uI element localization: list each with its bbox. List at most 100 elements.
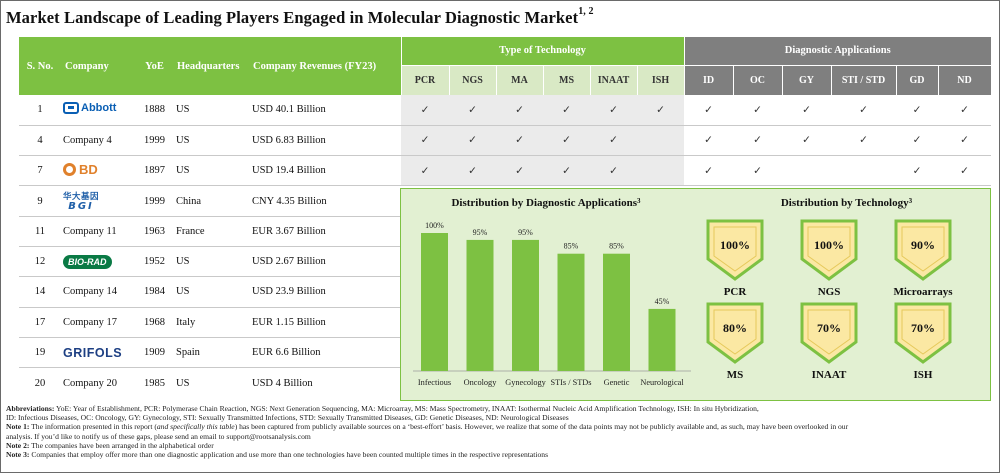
bar-value-label: 85% bbox=[609, 242, 624, 251]
technology-label: ISH bbox=[913, 369, 933, 381]
bgi-logo: 华大基因 BGI bbox=[63, 191, 100, 212]
shield-icon bbox=[706, 219, 764, 281]
page-title: Market Landscape of Leading Players Enga… bbox=[6, 6, 594, 27]
company-landscape-table: S. No. Company YoE Headquarters Company … bbox=[19, 37, 992, 398]
header-headquarters: Headquarters bbox=[173, 37, 249, 95]
headquarters: US bbox=[176, 377, 190, 389]
company-revenue: USD 4 Billion bbox=[252, 377, 313, 389]
technology-badge-ms: 80% bbox=[706, 302, 764, 370]
technology-badge-ngs: 100% bbox=[800, 219, 858, 287]
table-row: 1 Abbott 1888 US USD 40.1 Billion ✓ ✓ ✓ ✓ ✓ ✓ ✓ ✓ ✓ ✓ ✓… bbox=[19, 95, 991, 126]
technology-share-value: 80% bbox=[723, 321, 747, 335]
tech-check-ish bbox=[637, 155, 684, 187]
check-icon: ✓ bbox=[590, 125, 637, 157]
note-2: Note 2: The companies have been arranged… bbox=[6, 440, 214, 450]
check-icon: ✓ bbox=[938, 125, 991, 157]
serial-number: 20 bbox=[34, 377, 46, 389]
check-icon: ✓ bbox=[684, 155, 733, 187]
check-icon: ✓ bbox=[831, 125, 896, 157]
bar-gynecology bbox=[512, 239, 539, 371]
check-icon: ✓ bbox=[896, 125, 938, 157]
serial-number: 7 bbox=[19, 155, 61, 187]
check-icon: ✓ bbox=[782, 125, 831, 157]
company-cell: BD bbox=[61, 155, 136, 187]
header-yoe: YoE bbox=[136, 37, 173, 95]
check-icon: ✓ bbox=[684, 125, 733, 157]
bar-genetic bbox=[603, 253, 630, 371]
table-row: 19 GRIFOLS 1909 Spain EUR 6.6 Billion bbox=[19, 337, 991, 369]
header-app-sti-std: STI / STD bbox=[831, 65, 897, 95]
technology-share-value: 100% bbox=[720, 238, 750, 252]
check-icon: ✓ bbox=[684, 95, 733, 126]
tech-check-ish bbox=[637, 125, 684, 157]
company-cell: Company 4 bbox=[61, 125, 136, 157]
table-row: 20 Company 20 1985 US USD 4 Billion bbox=[19, 368, 991, 398]
company-revenue: USD 6.83 Billion bbox=[249, 125, 401, 157]
table-body: 1 Abbott 1888 US USD 40.1 Billion ✓ ✓ ✓ ✓ ✓ ✓ ✓ ✓ ✓ ✓ ✓… bbox=[19, 95, 991, 398]
headquarters: China bbox=[173, 185, 249, 217]
bar-infectious bbox=[421, 233, 448, 371]
company-cell: Company 11 bbox=[61, 216, 136, 247]
check-icon: ✓ bbox=[401, 95, 449, 126]
header-revenue: Company Revenues (FY23) bbox=[249, 37, 401, 95]
bar-value-label: 45% bbox=[655, 297, 670, 306]
x-tick-label: Infectious bbox=[418, 378, 451, 387]
bd-logo: BD bbox=[63, 162, 98, 177]
technology-badge-ish: 70% bbox=[894, 302, 952, 370]
technology-badge-pcr: 100% bbox=[706, 219, 764, 287]
abbreviations-line-2: ID: Infectious Diseases, OC: Oncology, G… bbox=[6, 413, 569, 423]
abbott-logo: Abbott bbox=[63, 102, 116, 115]
check-icon: ✓ bbox=[733, 155, 782, 187]
company-revenue: USD 19.4 Billion bbox=[249, 155, 401, 187]
company-cell: Company 14 bbox=[61, 276, 136, 308]
check-icon: ✓ bbox=[590, 155, 637, 187]
check-icon: ✓ bbox=[496, 155, 543, 187]
serial-number: 14 bbox=[19, 276, 61, 308]
company-revenue: EUR 6.6 Billion bbox=[249, 337, 401, 369]
bar-value-label: 95% bbox=[473, 228, 488, 237]
year-of-establishment: 1999 bbox=[136, 125, 173, 157]
shield-icon bbox=[894, 219, 952, 281]
check-icon: ✓ bbox=[938, 155, 991, 187]
note-1-continued: analysis. If you’d like to notify us of … bbox=[6, 431, 311, 441]
year-of-establishment: 1888 bbox=[136, 95, 173, 126]
company-revenue: USD 40.1 Billion bbox=[249, 95, 401, 126]
grifols-logo: GRIFOLS bbox=[63, 345, 123, 360]
technology-label: Microarrays bbox=[893, 286, 953, 298]
table-row: 14 Company 14 1984 US USD 23.9 Billion bbox=[19, 276, 991, 308]
serial-number: 4 bbox=[19, 125, 61, 157]
x-tick-label: Gynecology bbox=[505, 378, 546, 387]
header-applications-group: Diagnostic Applications bbox=[683, 37, 991, 66]
technology-share-value: 100% bbox=[814, 238, 844, 252]
check-icon: ✓ bbox=[496, 95, 543, 126]
shield-icon bbox=[706, 302, 764, 364]
footnotes: Abbreviations: YoE: Year of Establishmen… bbox=[6, 404, 996, 459]
table-row: 9 华大基因 BGI 1999 China CNY 4.35 Billion bbox=[19, 185, 991, 217]
check-icon: ✓ bbox=[831, 95, 896, 126]
table-row: 11 Company 11 1963 France EUR 3.67 Billion bbox=[19, 216, 991, 247]
check-icon: ✓ bbox=[733, 125, 782, 157]
serial-number: 9 bbox=[19, 185, 61, 217]
check-icon: ✓ bbox=[896, 155, 938, 187]
technology-chart-title: Distribution by Technology3 bbox=[780, 197, 913, 209]
shield-icon bbox=[800, 219, 858, 281]
check-icon: ✓ bbox=[543, 125, 590, 157]
check-icon: ✓ bbox=[782, 95, 831, 126]
technology-share-value: 90% bbox=[911, 238, 935, 252]
bar-value-label: 95% bbox=[518, 228, 533, 237]
serial-number: 1 bbox=[19, 95, 61, 126]
bar-oncology bbox=[466, 239, 494, 371]
bio-rad-logo: BIO-RAD bbox=[63, 254, 112, 269]
year-of-establishment: 1968 bbox=[136, 307, 173, 338]
title-footnote-ref: 1, 2 bbox=[578, 6, 594, 17]
headquarters: US bbox=[173, 246, 249, 278]
serial-number: 19 bbox=[19, 337, 61, 369]
technology-label: NGS bbox=[817, 286, 841, 298]
technology-share-value: 70% bbox=[817, 321, 841, 335]
check-icon: ✓ bbox=[496, 125, 543, 157]
header-tech-ma: MA bbox=[496, 65, 544, 95]
technology-label: MS bbox=[726, 369, 744, 381]
header-company: Company bbox=[61, 37, 136, 95]
company-cell: 华大基因 BGI bbox=[61, 185, 136, 217]
